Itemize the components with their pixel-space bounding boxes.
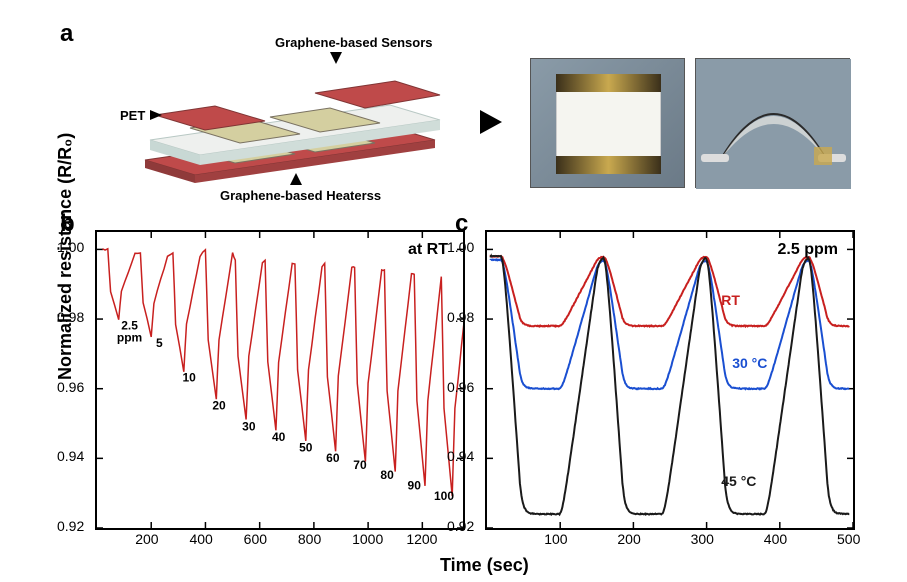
conc-label: 50 [299,440,313,454]
y-tick-label: 0.98 [447,309,474,325]
x-tick-label: 100 [544,531,567,547]
conc-label: 80 [380,468,394,482]
chart-c: RT 30 °C 45 °C 2.5 ppm [485,230,855,530]
device-photo-flat [530,58,685,188]
x-tick-label: 400 [764,531,787,547]
y-tick-label: 0.92 [57,518,84,534]
conc-label: 5 [156,336,163,350]
conc-label: 100 [434,489,454,503]
x-axis-label: Time (sec) [440,555,529,576]
y-tick-label: 0.96 [447,379,474,395]
y-tick-label: 0.92 [447,518,474,534]
x-tick-label: 600 [244,531,267,547]
y-tick-label: 0.98 [57,309,84,325]
y-tick-label: 1.00 [447,239,474,255]
y-axis-label: Normalized resistance (R/R₀) [55,133,76,380]
device-photo-bent [695,58,850,188]
panel-a-label: a [60,20,73,48]
series-label: RT [721,292,740,308]
conc-label: 30 [242,419,256,433]
x-tick-label: 1000 [352,531,383,547]
y-tick-label: 0.94 [447,448,474,464]
conc-label: 40 [272,430,286,444]
y-tick-label: 0.96 [57,379,84,395]
chart-c-plot: RT 30 °C 45 °C 2.5 ppm [487,232,853,528]
x-tick-label: 800 [298,531,321,547]
chart-c-annotation: 2.5 ppm [778,241,838,258]
chart-b-plot: at RT2.5ppm5102030405060708090100 [97,232,463,528]
x-tick-label: 200 [617,531,640,547]
series-label: 30 °C [732,355,767,371]
x-tick-label: 400 [189,531,212,547]
pet-arrow-icon [150,110,162,120]
conc-label: 70 [353,458,367,472]
y-tick-label: 0.94 [57,448,84,464]
x-tick-label: 500 [837,531,860,547]
x-tick-label: 1200 [406,531,437,547]
pet-label: PET [120,108,145,123]
sensors-label: Graphene-based Sensors [275,35,433,50]
conc-label: 10 [182,371,196,385]
right-arrow-icon [480,110,502,134]
sensors-arrow-icon [330,52,342,64]
heaters-label: Graphene-based Heaterss [220,188,381,203]
heaters-arrow-icon [290,173,302,185]
y-tick-label: 1.00 [57,239,84,255]
x-tick-label: 200 [135,531,158,547]
conc-label: 90 [408,479,422,493]
conc-label: 20 [212,399,226,413]
chart-b: at RT2.5ppm5102030405060708090100 [95,230,465,530]
x-tick-label: 300 [691,531,714,547]
conc-label: 60 [326,451,340,465]
conc-label: ppm [117,331,142,345]
series-label: 45 °C [721,473,756,489]
panel-a: Graphene-based Sensors PET Graphene-base… [100,30,860,210]
chart-b-annotation: at RT [408,241,448,258]
